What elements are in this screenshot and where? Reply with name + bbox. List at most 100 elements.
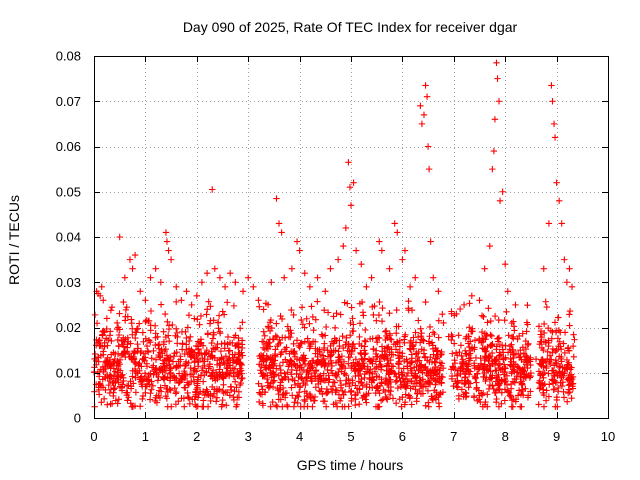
data-point	[278, 229, 285, 236]
data-point	[146, 396, 154, 403]
data-point	[511, 327, 518, 334]
data-point	[569, 373, 577, 381]
data-point	[336, 356, 344, 363]
x-tick-label: 9	[553, 429, 560, 444]
data-point	[276, 386, 283, 393]
data-point	[143, 342, 151, 350]
data-point	[160, 338, 168, 346]
data-point	[487, 317, 494, 325]
data-point	[422, 402, 429, 409]
data-point	[360, 359, 367, 367]
data-point	[383, 363, 391, 370]
data-point	[368, 274, 375, 281]
data-point	[173, 363, 181, 371]
data-point	[167, 364, 174, 371]
data-point	[301, 396, 308, 404]
data-point	[203, 311, 210, 318]
data-point	[157, 279, 165, 286]
data-point	[566, 265, 573, 272]
data-point	[558, 358, 565, 365]
data-point	[551, 319, 559, 326]
data-point	[139, 356, 146, 363]
data-point	[494, 335, 502, 342]
data-point	[560, 340, 567, 347]
data-point	[549, 328, 556, 336]
data-point	[502, 342, 509, 349]
data-point	[431, 367, 438, 374]
data-point	[417, 102, 424, 109]
data-point	[207, 372, 215, 379]
data-point	[142, 297, 149, 304]
data-point	[210, 329, 217, 336]
data-point	[545, 342, 552, 350]
data-point	[320, 344, 328, 352]
data-point	[544, 355, 551, 363]
data-point	[234, 341, 241, 348]
data-point	[391, 220, 398, 227]
data-point	[139, 329, 147, 336]
data-point	[438, 350, 445, 358]
data-point	[401, 401, 408, 408]
data-point	[545, 370, 552, 377]
data-point	[185, 311, 193, 319]
data-point	[448, 336, 455, 344]
data-point	[373, 383, 380, 391]
data-point	[540, 391, 548, 399]
data-point	[436, 373, 443, 380]
data-point	[430, 372, 437, 379]
data-point	[480, 373, 487, 381]
data-point	[222, 353, 230, 360]
data-point	[518, 370, 525, 378]
data-point	[306, 320, 313, 327]
data-point	[288, 361, 295, 369]
data-point	[194, 394, 202, 401]
data-point	[120, 374, 127, 382]
data-point	[396, 395, 403, 403]
data-point	[220, 311, 228, 318]
data-point	[128, 319, 135, 327]
data-point	[428, 339, 436, 346]
data-point	[372, 358, 380, 365]
data-point	[277, 396, 284, 403]
data-point	[361, 343, 368, 350]
data-point	[381, 355, 388, 362]
data-point	[269, 398, 276, 406]
data-point	[287, 327, 294, 334]
data-point	[181, 362, 189, 370]
data-point	[164, 318, 171, 326]
data-point	[161, 382, 169, 389]
data-point	[112, 378, 119, 385]
data-point	[277, 350, 285, 358]
data-point	[455, 332, 462, 339]
data-point	[263, 375, 271, 383]
data-point	[236, 381, 244, 389]
data-point	[514, 335, 521, 343]
data-point	[563, 398, 571, 405]
data-point	[126, 256, 134, 263]
data-point	[455, 395, 463, 403]
data-point	[406, 345, 413, 352]
data-point	[267, 403, 274, 410]
data-point	[220, 359, 227, 366]
data-point	[388, 336, 395, 343]
data-point	[376, 390, 383, 397]
data-point	[163, 238, 171, 245]
data-point	[537, 372, 544, 379]
data-point	[490, 147, 498, 155]
data-point	[538, 333, 545, 341]
data-point	[495, 316, 502, 324]
data-point	[122, 313, 129, 320]
data-point	[425, 165, 433, 173]
data-point	[555, 197, 563, 204]
data-point	[113, 319, 121, 327]
data-point	[153, 371, 160, 378]
data-point	[361, 337, 368, 344]
data-point	[542, 298, 549, 305]
data-point	[465, 333, 472, 340]
data-point	[553, 396, 560, 404]
data-point	[351, 391, 359, 399]
data-point	[239, 352, 246, 359]
data-point	[134, 325, 141, 332]
data-point	[212, 377, 219, 384]
data-point	[205, 298, 212, 305]
